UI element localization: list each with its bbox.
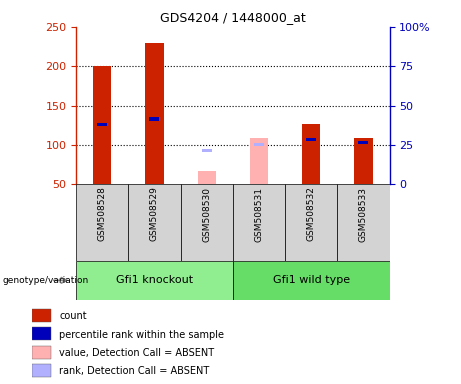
Bar <box>233 184 285 261</box>
Bar <box>250 138 268 184</box>
Text: value, Detection Call = ABSENT: value, Detection Call = ABSENT <box>59 348 214 358</box>
Bar <box>128 184 181 261</box>
Bar <box>285 184 337 261</box>
Bar <box>201 149 212 152</box>
Bar <box>76 261 233 300</box>
Text: percentile rank within the sample: percentile rank within the sample <box>59 329 224 339</box>
Bar <box>32 327 51 340</box>
Text: GSM508531: GSM508531 <box>254 187 263 242</box>
Text: GSM508533: GSM508533 <box>359 187 368 242</box>
Text: GSM508530: GSM508530 <box>202 187 211 242</box>
Text: GSM508528: GSM508528 <box>98 187 106 242</box>
Text: genotype/variation: genotype/variation <box>2 276 89 285</box>
Bar <box>181 184 233 261</box>
Text: Gfi1 wild type: Gfi1 wild type <box>272 275 350 285</box>
Bar <box>197 171 216 184</box>
Bar <box>32 309 51 322</box>
Text: Gfi1 knockout: Gfi1 knockout <box>116 275 193 285</box>
Bar <box>354 138 372 184</box>
Text: count: count <box>59 311 87 321</box>
Bar <box>337 184 390 261</box>
Text: GSM508532: GSM508532 <box>307 187 316 242</box>
Bar <box>306 138 316 141</box>
Bar <box>93 66 112 184</box>
Text: rank, Detection Call = ABSENT: rank, Detection Call = ABSENT <box>59 366 209 376</box>
Bar <box>76 184 128 261</box>
Bar <box>254 142 264 146</box>
Bar <box>149 118 160 121</box>
Bar <box>233 261 390 300</box>
Title: GDS4204 / 1448000_at: GDS4204 / 1448000_at <box>160 11 306 24</box>
Text: GSM508529: GSM508529 <box>150 187 159 242</box>
Bar <box>97 123 107 126</box>
Bar <box>145 43 164 184</box>
Bar <box>32 346 51 359</box>
Bar <box>358 141 368 144</box>
Bar <box>302 124 320 184</box>
Bar <box>32 364 51 377</box>
